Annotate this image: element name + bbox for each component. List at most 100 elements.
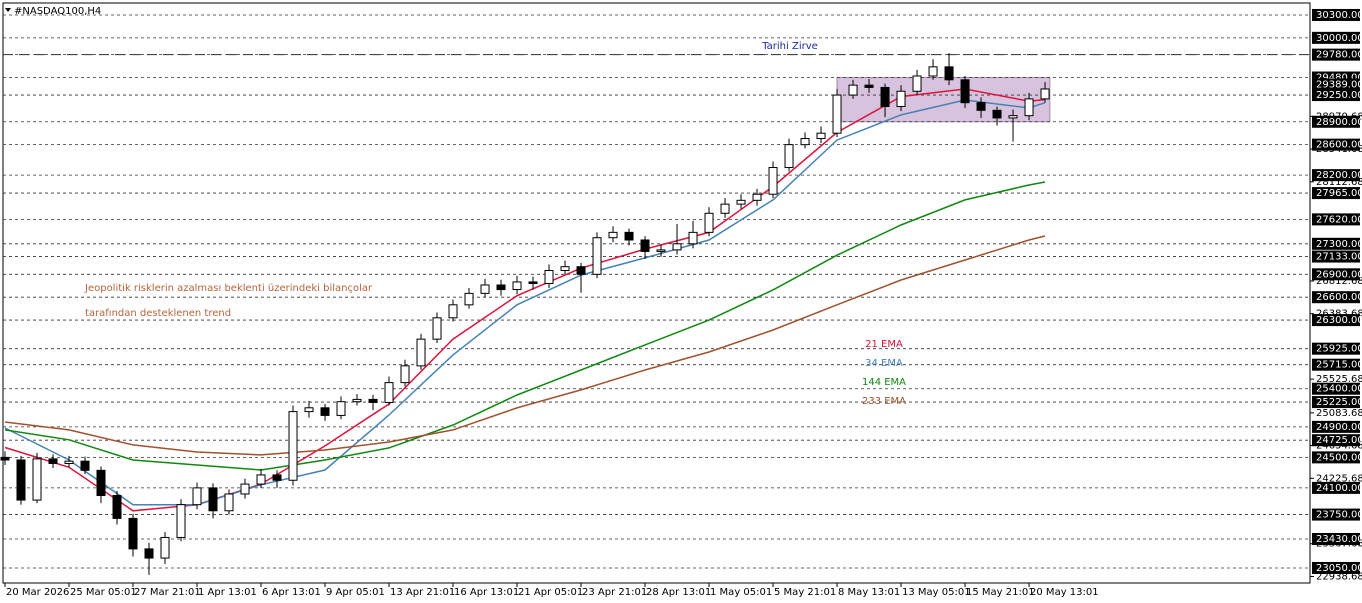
level-box	[1312, 115, 1360, 128]
candle-body	[816, 132, 826, 140]
candle-body	[64, 460, 74, 464]
x-tick-label: 6 Apr 13:01	[262, 587, 321, 598]
y-tick-label: 28112.68	[1316, 177, 1362, 188]
level-box	[1312, 250, 1360, 263]
level-label: 30300.00	[1316, 10, 1362, 21]
candle-body	[992, 109, 1002, 119]
last-price-box	[1312, 78, 1360, 91]
candle-body	[384, 382, 394, 403]
x-tick-label: 13 Apr 21:01	[390, 587, 455, 598]
y-tick-label: 24225.68	[1316, 473, 1362, 484]
candle-body	[624, 231, 634, 241]
candle-body	[400, 365, 410, 384]
candle-body	[576, 266, 586, 275]
x-tick-label: 8 May 13:01	[838, 587, 900, 598]
level-box	[1312, 169, 1360, 182]
candle-body	[1024, 98, 1034, 117]
title-arrow	[5, 8, 11, 12]
level-box	[1312, 213, 1360, 226]
level-label: 27965.00	[1316, 188, 1362, 199]
candle-body	[464, 292, 474, 306]
level-box	[1312, 268, 1360, 281]
legend-label: 144 EMA	[862, 377, 906, 388]
candle-body	[560, 266, 570, 271]
candle-body	[832, 94, 842, 134]
candle-body	[848, 84, 858, 96]
x-tick-label: 1 May 05:01	[710, 587, 772, 598]
candle-body	[336, 401, 346, 416]
candle-body	[416, 338, 426, 367]
candle-body	[736, 199, 746, 205]
candle-body	[928, 66, 938, 77]
level-label: 27133.00	[1316, 252, 1362, 263]
candle-body	[688, 231, 698, 245]
level-box	[1312, 561, 1360, 574]
legend-label: 233 EMA	[862, 396, 906, 407]
y-tick-label: 22938.68	[1316, 571, 1362, 582]
x-tick-label: 1 Apr 13:01	[198, 587, 257, 598]
level-label: 23750.00	[1316, 510, 1362, 521]
candle-body	[208, 487, 218, 512]
candle-body	[48, 458, 58, 464]
ema-line	[4, 235, 1046, 456]
candle-body	[32, 458, 42, 501]
last-price-label: 29389.00	[1316, 79, 1362, 90]
candle-body	[672, 243, 682, 251]
x-tick-label: 20 May 13:01	[1030, 587, 1099, 598]
level-box	[1312, 138, 1360, 151]
level-box	[1312, 314, 1360, 327]
candle-body	[528, 281, 538, 284]
level-box	[1312, 342, 1360, 355]
chart-title: #NASDAQ100,H4	[14, 6, 101, 17]
candle-body	[80, 460, 90, 471]
level-label: 24100.00	[1316, 483, 1362, 494]
level-label: 29250.00	[1316, 90, 1362, 101]
candle-body	[960, 79, 970, 104]
level-box	[1312, 382, 1360, 395]
candle-body	[496, 284, 506, 291]
candle-body	[608, 231, 618, 239]
candle-body	[224, 493, 234, 512]
candle-body	[112, 495, 122, 519]
level-box	[1312, 187, 1360, 200]
candle-body	[752, 193, 762, 201]
candle-body	[160, 536, 170, 559]
candle-body	[544, 269, 554, 284]
level-box	[1312, 420, 1360, 433]
x-tick-label: 16 Apr 13:01	[454, 587, 519, 598]
x-tick-label: 15 May 21:01	[966, 587, 1035, 598]
candle-body	[640, 239, 650, 252]
level-label: 30000.00	[1316, 33, 1362, 44]
note: Jeopolitik risklerin azalması beklenti ü…	[84, 283, 373, 294]
candle-body	[704, 212, 714, 233]
candle-body	[304, 407, 314, 413]
candle-body	[352, 398, 362, 403]
level-label: 27300.00	[1316, 239, 1362, 250]
x-tick-label: 9 Apr 05:01	[326, 587, 385, 598]
candle-body	[880, 86, 890, 108]
y-tick-label: 25525.68	[1316, 374, 1362, 385]
legend-label: 21 EMA	[865, 339, 903, 350]
candle-body	[944, 66, 954, 81]
level-label: 23430.00	[1316, 534, 1362, 545]
candle-body	[784, 144, 794, 169]
level-label: 26900.00	[1316, 269, 1362, 280]
y-tick-label: 25083.68	[1316, 408, 1362, 419]
candle-body	[656, 249, 666, 252]
level-label: 25925.00	[1316, 344, 1362, 355]
candle-body	[976, 102, 986, 111]
level-label: 24900.00	[1316, 422, 1362, 433]
legend-label: 34 EMA	[865, 358, 903, 369]
level-label: 24725.00	[1316, 435, 1362, 446]
level-box	[1312, 358, 1360, 371]
level-box	[1312, 532, 1360, 545]
candle-body	[768, 167, 778, 195]
candle-body	[512, 281, 522, 291]
candle-body	[480, 284, 490, 294]
candle-body	[256, 474, 266, 485]
candle-body	[432, 317, 442, 340]
candle-body	[896, 90, 906, 108]
candle-body	[16, 459, 26, 501]
level-box	[1312, 291, 1360, 304]
